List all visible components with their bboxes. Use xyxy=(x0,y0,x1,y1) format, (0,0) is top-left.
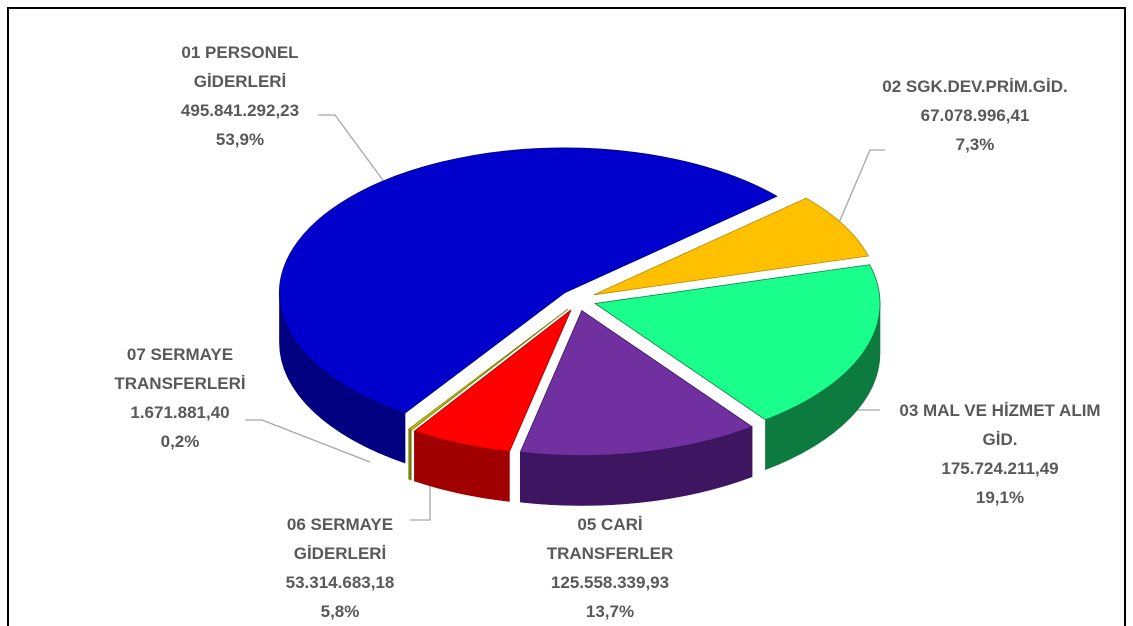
label-value: 53.314.683,18 xyxy=(285,573,395,592)
data-label: 07 SERMAYE TRANSFERLERİ 1.671.881,40 0,2… xyxy=(95,340,265,456)
pie-tops xyxy=(279,147,881,456)
data-label: 03 MAL VE HİZMET ALIM GİD. 175.724.211,4… xyxy=(890,396,1110,512)
data-label: 02 SGK.DEV.PRİM.GİD. 67.078.996,41 7,3% xyxy=(875,72,1075,159)
pie-slice-side xyxy=(408,428,412,481)
label-percent: 7,3% xyxy=(955,135,995,154)
leader-line xyxy=(318,114,386,184)
leader-lines xyxy=(245,114,885,521)
label-value: 125.558.339,93 xyxy=(550,573,670,592)
label-name: 05 CARİ TRANSFERLER xyxy=(546,515,674,563)
pie-slice xyxy=(279,147,778,414)
label-percent: 5,8% xyxy=(320,602,360,621)
pie-slice xyxy=(519,309,754,456)
label-percent: 53,9% xyxy=(215,130,265,149)
pie xyxy=(279,147,881,506)
pie-slice xyxy=(407,308,569,431)
leader-line xyxy=(410,475,431,521)
frame xyxy=(7,7,1126,626)
label-percent: 0,2% xyxy=(160,432,200,451)
label-name: 02 SGK.DEV.PRİM.GİD. xyxy=(882,77,1068,96)
pie-slice xyxy=(593,264,881,421)
label-value: 495.841.292,23 xyxy=(180,101,300,120)
data-label: 05 CARİ TRANSFERLER 125.558.339,93 13,7% xyxy=(530,510,690,626)
pie-slice xyxy=(593,197,870,296)
label-percent: 19,1% xyxy=(975,488,1025,507)
label-value: 175.724.211,49 xyxy=(941,459,1059,478)
leader-line xyxy=(245,419,371,463)
label-percent: 13,7% xyxy=(585,602,635,621)
pie-slice xyxy=(413,309,572,452)
label-name: 06 SERMAYE GİDERLERİ xyxy=(286,515,394,563)
leader-line xyxy=(834,149,885,233)
label-name: 07 SERMAYE TRANSFERLERİ xyxy=(114,345,246,393)
data-label: 06 SERMAYE GİDERLERİ 53.314.683,18 5,8% xyxy=(265,510,415,626)
label-name: 03 MAL VE HİZMET ALIM GİD. xyxy=(899,401,1101,449)
label-value: 67.078.996,41 xyxy=(920,106,1030,125)
label-name: 01 PERSONEL GİDERLERİ xyxy=(181,43,299,91)
data-label: 01 PERSONEL GİDERLERİ 495.841.292,23 53,… xyxy=(140,38,340,154)
label-value: 1.671.881,40 xyxy=(130,403,230,422)
